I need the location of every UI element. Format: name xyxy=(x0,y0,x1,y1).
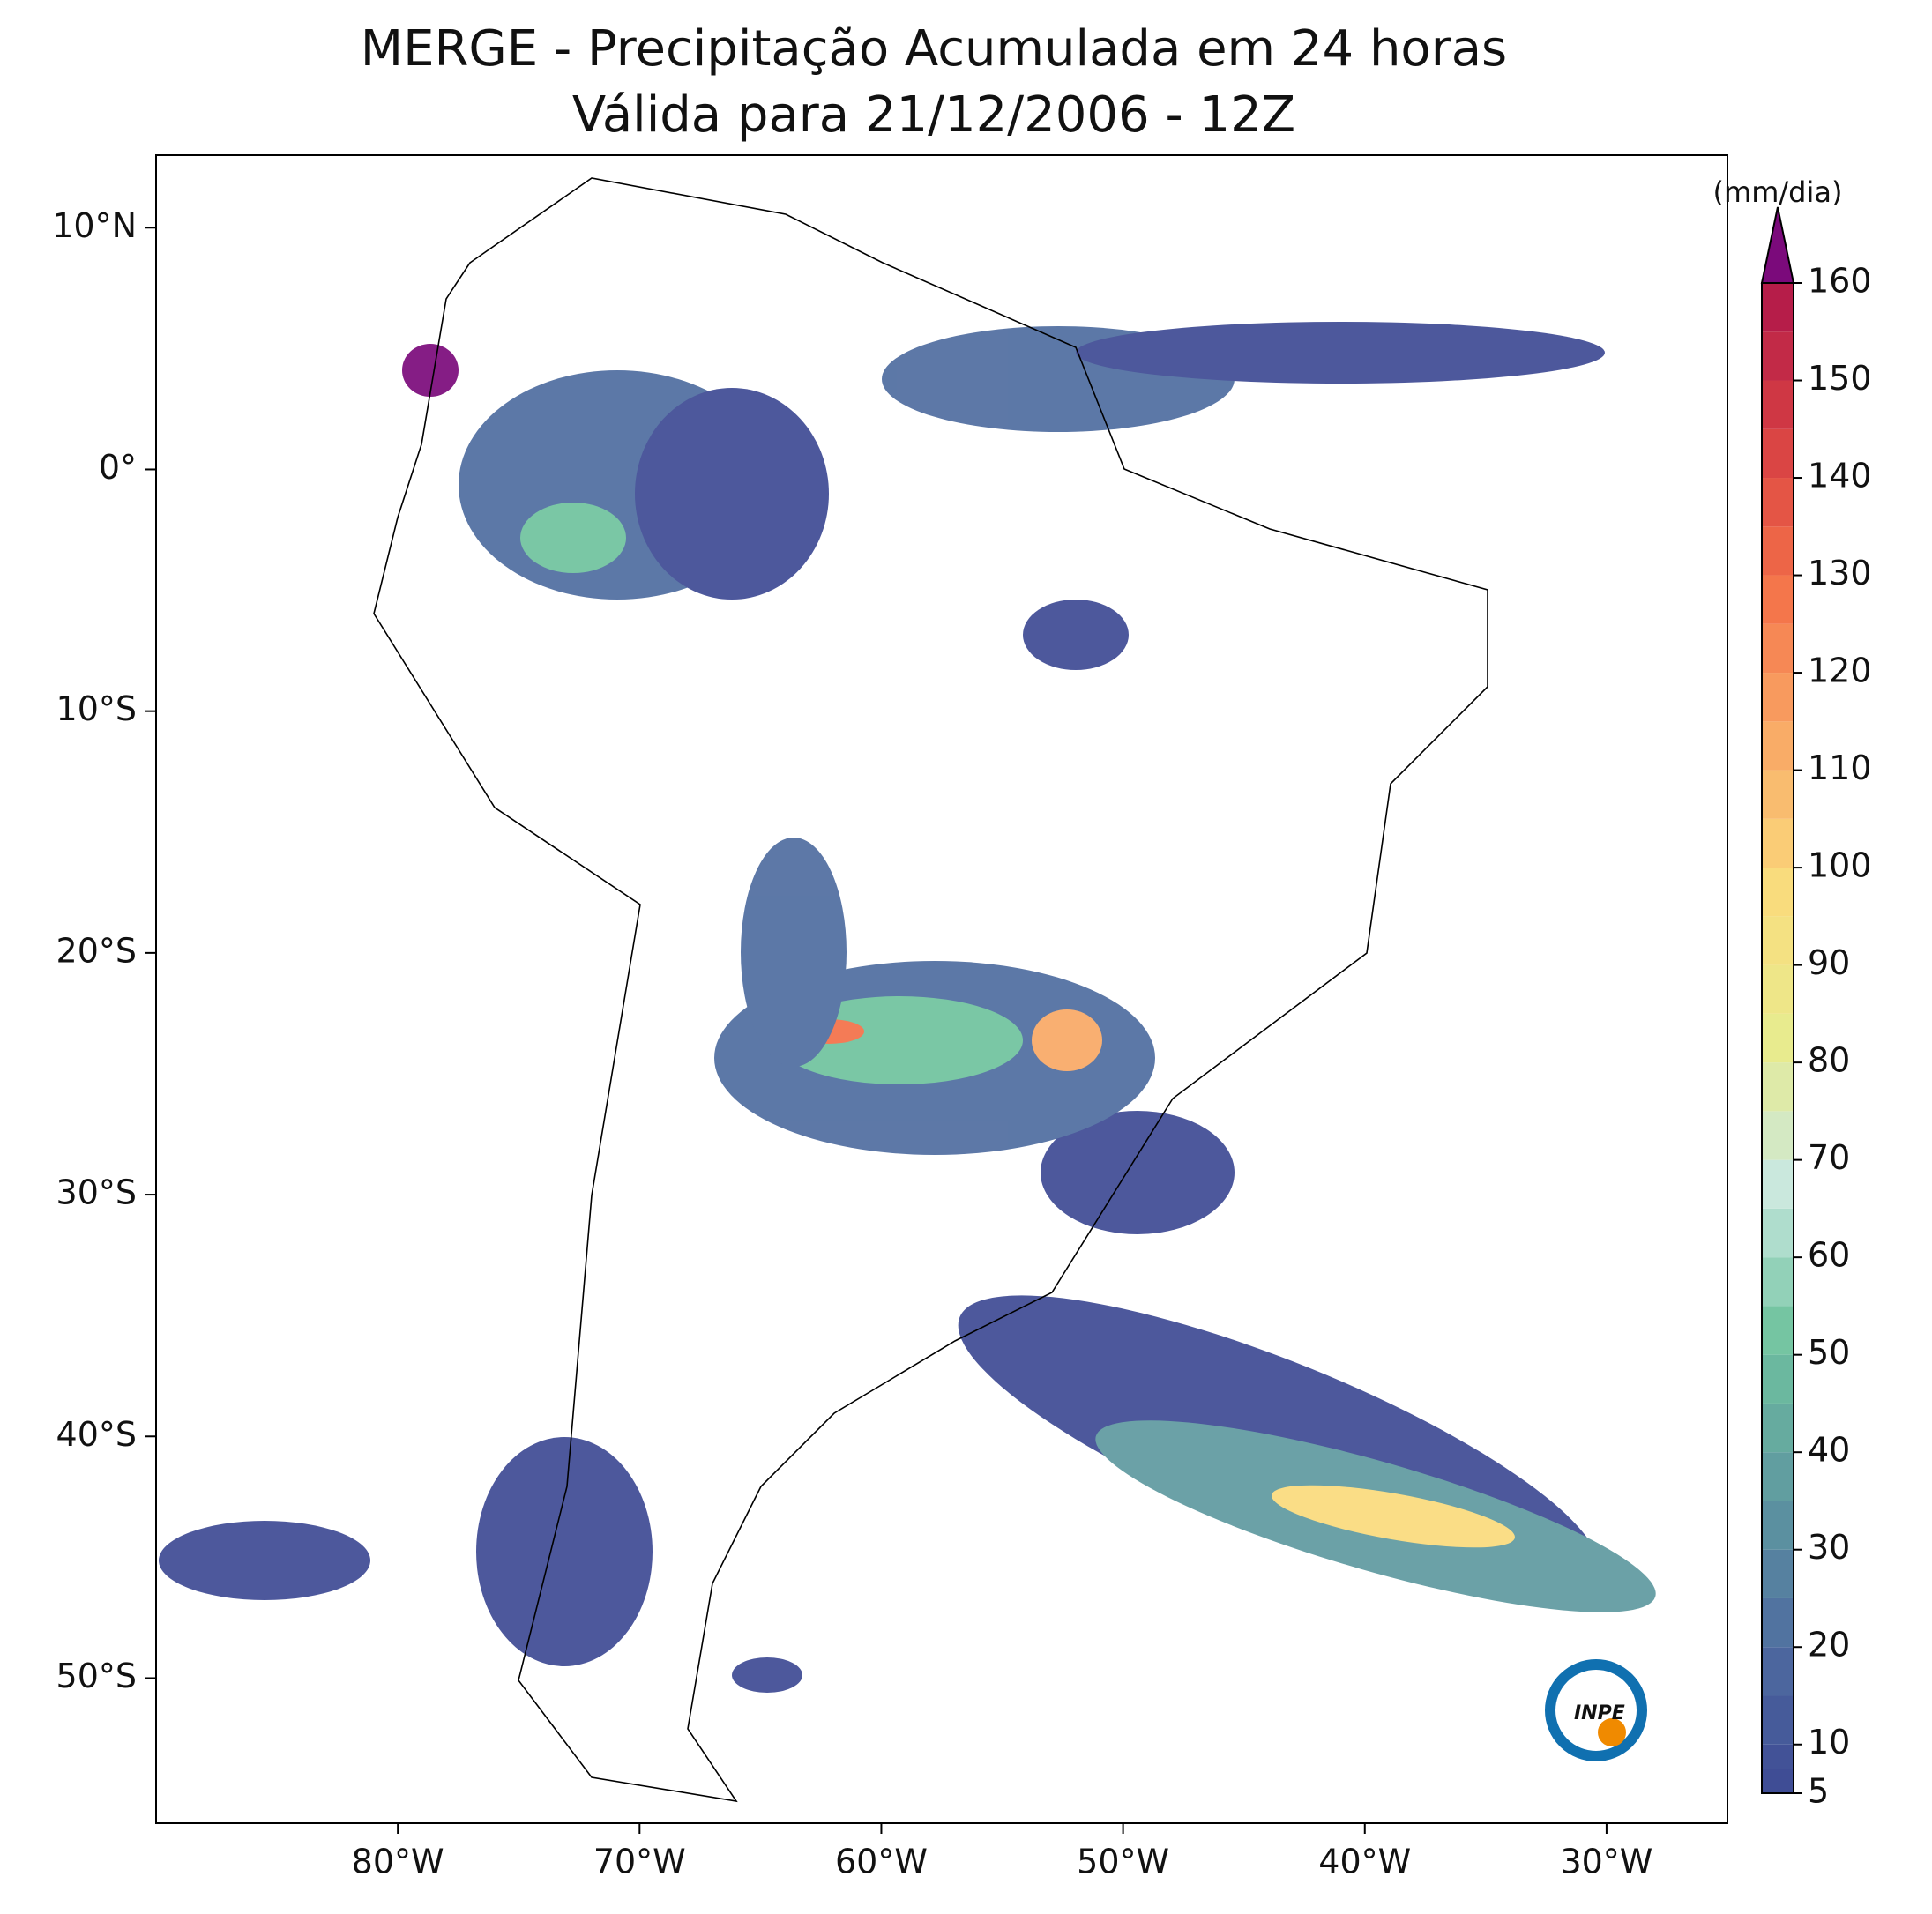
y-tick-label: 50°S xyxy=(56,1657,137,1695)
subtitle: Válida para 21/12/2006 - 12Z xyxy=(572,86,1295,144)
colorbar-band xyxy=(1762,478,1794,527)
colorbar-tick-label: 30 xyxy=(1808,1528,1850,1567)
colorbar-band xyxy=(1762,331,1794,381)
colorbar-band xyxy=(1762,526,1794,576)
colorbar-band xyxy=(1762,1501,1794,1550)
colorbar-tick-label: 150 xyxy=(1808,359,1872,398)
colorbar-band xyxy=(1762,1354,1794,1404)
x-tick-label: 50°W xyxy=(1077,1843,1169,1881)
colorbar-band xyxy=(1762,283,1794,332)
colorbar-tick-label: 20 xyxy=(1808,1626,1850,1665)
x-tick-label: 30°W xyxy=(1560,1843,1652,1881)
x-tick-label: 80°W xyxy=(352,1843,444,1881)
logo-text: INPE xyxy=(1574,1702,1625,1724)
y-tick-label: 10°N xyxy=(52,206,137,245)
colorbar-tick-label: 90 xyxy=(1808,943,1850,982)
colorbar-band xyxy=(1762,818,1794,868)
colorbar-label: (mm/dia) xyxy=(1713,175,1843,209)
colorbar-band xyxy=(1762,770,1794,819)
colorbar-band xyxy=(1762,428,1794,479)
colorbar-band xyxy=(1762,1452,1794,1501)
colorbar-band xyxy=(1762,868,1794,917)
colorbar-band xyxy=(1762,721,1794,771)
colorbar-band xyxy=(1762,916,1794,965)
colorbar-tick-label: 10 xyxy=(1808,1723,1850,1761)
colorbar-extend xyxy=(1760,206,1795,284)
colorbar-frame xyxy=(1761,282,1794,1794)
colorbar-band xyxy=(1762,1597,1794,1648)
colorbar-band xyxy=(1762,1159,1794,1209)
colorbar-band xyxy=(1762,1257,1794,1307)
colorbar-band xyxy=(1762,1695,1794,1745)
colorbar-band xyxy=(1762,623,1794,674)
colorbar-tick-label: 80 xyxy=(1808,1041,1850,1080)
colorbar-band xyxy=(1762,1403,1794,1453)
colorbar-tick-label: 160 xyxy=(1808,262,1872,301)
colorbar-tick-label: 40 xyxy=(1808,1431,1850,1470)
y-tick-label: 40°S xyxy=(56,1415,137,1454)
colorbar-tick-label: 5 xyxy=(1808,1772,1829,1811)
x-tick-label: 70°W xyxy=(593,1843,686,1881)
colorbar-band xyxy=(1762,380,1794,429)
coastline xyxy=(373,177,1488,1803)
colorbar-band xyxy=(1762,1744,1794,1769)
colorbar-band xyxy=(1762,964,1794,1014)
colorbar-band xyxy=(1762,1549,1794,1598)
colorbar-tick-label: 70 xyxy=(1808,1138,1850,1177)
colorbar-tick-label: 60 xyxy=(1808,1236,1850,1275)
y-tick-label: 10°S xyxy=(56,689,137,728)
y-tick-label: 20°S xyxy=(56,931,137,970)
colorbar-band xyxy=(1762,575,1794,624)
logo: INPE xyxy=(1521,1613,1706,1799)
y-tick-label: 0° xyxy=(99,448,137,487)
colorbar-tick-label: 110 xyxy=(1808,748,1872,787)
colorbar-tick-label: 130 xyxy=(1808,554,1872,592)
colorbar-tick-label: 50 xyxy=(1808,1333,1850,1372)
colorbar-band xyxy=(1762,1111,1794,1160)
x-tick-label: 60°W xyxy=(835,1843,928,1881)
colorbar-band xyxy=(1762,1208,1794,1258)
title: MERGE - Precipitação Acumulada em 24 hor… xyxy=(361,20,1507,78)
y-tick-label: 30°S xyxy=(56,1173,137,1212)
colorbar-band xyxy=(1762,1013,1794,1063)
colorbar-tick-label: 120 xyxy=(1808,652,1872,690)
colorbar-band xyxy=(1762,1647,1794,1696)
colorbar-band xyxy=(1762,673,1794,722)
precipitation-field xyxy=(159,177,1656,1803)
colorbar-tick-label: 140 xyxy=(1808,457,1872,495)
colorbar-band xyxy=(1762,1769,1794,1793)
colorbar-tick-label: 100 xyxy=(1808,846,1872,885)
x-tick-label: 40°W xyxy=(1318,1843,1411,1881)
colorbar-band xyxy=(1762,1306,1794,1355)
map-frame xyxy=(155,154,1728,1824)
colorbar-band xyxy=(1762,1062,1794,1112)
